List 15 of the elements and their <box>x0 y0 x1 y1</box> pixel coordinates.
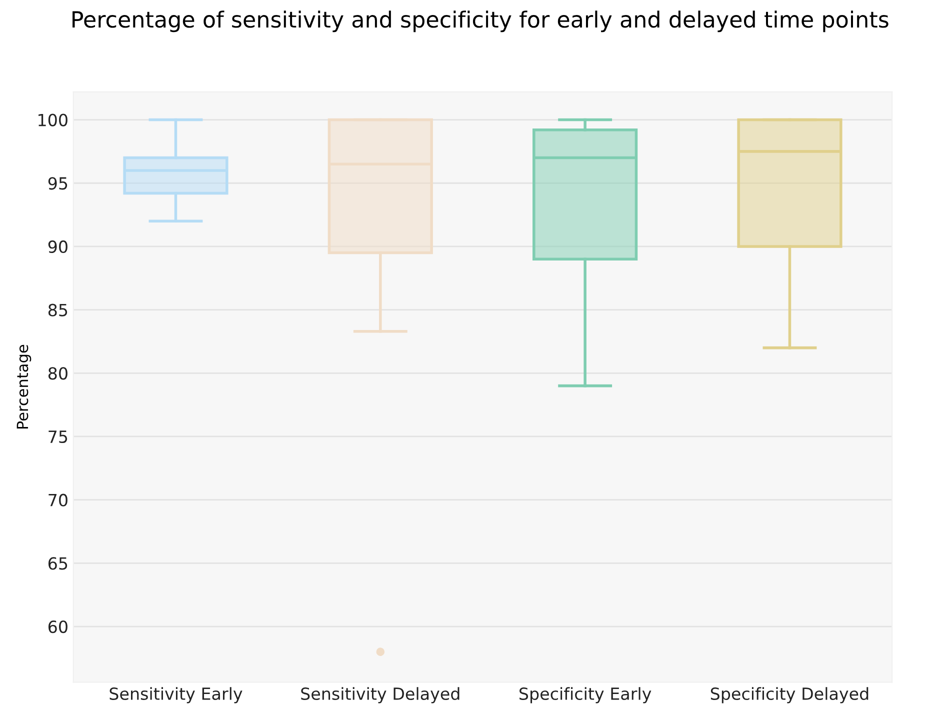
y-tick-label: 85 <box>48 304 68 316</box>
x-tick-label: Sensitivity Early <box>110 687 242 704</box>
x-tick-label: Specificity Early <box>520 687 652 704</box>
y-tick-label: 65 <box>48 557 68 570</box>
y-tick-label: 70 <box>48 494 68 506</box>
y-tick-label: 95 <box>48 177 68 190</box>
chart-title: Percentage of sensitivity and specificity for early and delayed time points <box>72 10 888 32</box>
y-tick-label: 60 <box>48 620 68 634</box>
x-tick-label: Sensitivity Delayed <box>301 687 460 704</box>
y-tick-label: 90 <box>48 240 68 254</box>
y-axis-title: Percentage <box>16 344 32 429</box>
y-tick-label: 100 <box>38 114 68 126</box>
y-tick-label: 80 <box>48 367 68 380</box>
y-tick-label: 75 <box>48 430 68 444</box>
x-tick-label: Specificity Delayed <box>710 687 868 704</box>
